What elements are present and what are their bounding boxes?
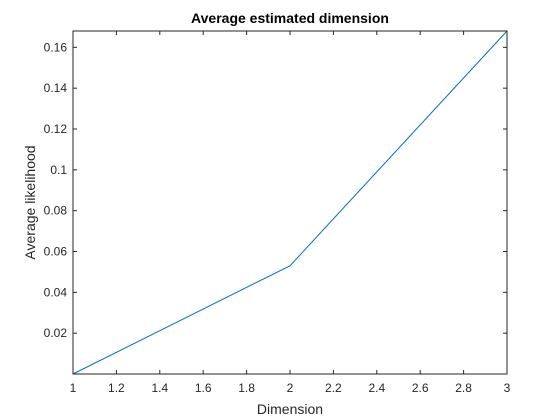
series-line-0 (72, 30, 508, 375)
x-tick-label: 1.2 (108, 381, 125, 395)
y-tick-label: 0.1 (50, 163, 67, 177)
plot-area-background (73, 31, 507, 374)
x-tick-label: 3 (504, 381, 511, 395)
x-tick-label: 2.4 (368, 381, 385, 395)
y-tick-label: 0.02 (44, 326, 68, 340)
x-tick-label: 2.6 (412, 381, 429, 395)
y-tick-label: 0.16 (44, 40, 68, 54)
x-axis-label: Dimension (257, 401, 323, 417)
x-tick-label: 1 (70, 381, 77, 395)
x-axis-ticks: 1 1.2 1.4 1.6 1.8 2 2.2 2.4 2.6 2.8 3 (70, 31, 511, 395)
y-tick-label: 0.12 (44, 122, 68, 136)
x-tick-label: 1.6 (195, 381, 212, 395)
y-tick-label: 0.04 (44, 285, 68, 299)
x-tick-label: 2.8 (455, 381, 472, 395)
y-tick-label: 0.14 (44, 81, 68, 95)
y-axis-label: Average likelihood (22, 145, 38, 259)
y-tick-label: 0.06 (44, 245, 68, 259)
y-tick-label: 0.08 (44, 204, 68, 218)
series-layer (72, 30, 508, 375)
y-axis-ticks: 0.02 0.04 0.06 0.08 0.1 0.12 0.14 0.16 (44, 40, 507, 340)
x-tick-label: 1.4 (151, 381, 168, 395)
x-tick-label: 2 (287, 381, 294, 395)
x-tick-label: 1.8 (238, 381, 255, 395)
x-tick-label: 2.2 (325, 381, 342, 395)
chart-title: Average estimated dimension (191, 10, 389, 26)
